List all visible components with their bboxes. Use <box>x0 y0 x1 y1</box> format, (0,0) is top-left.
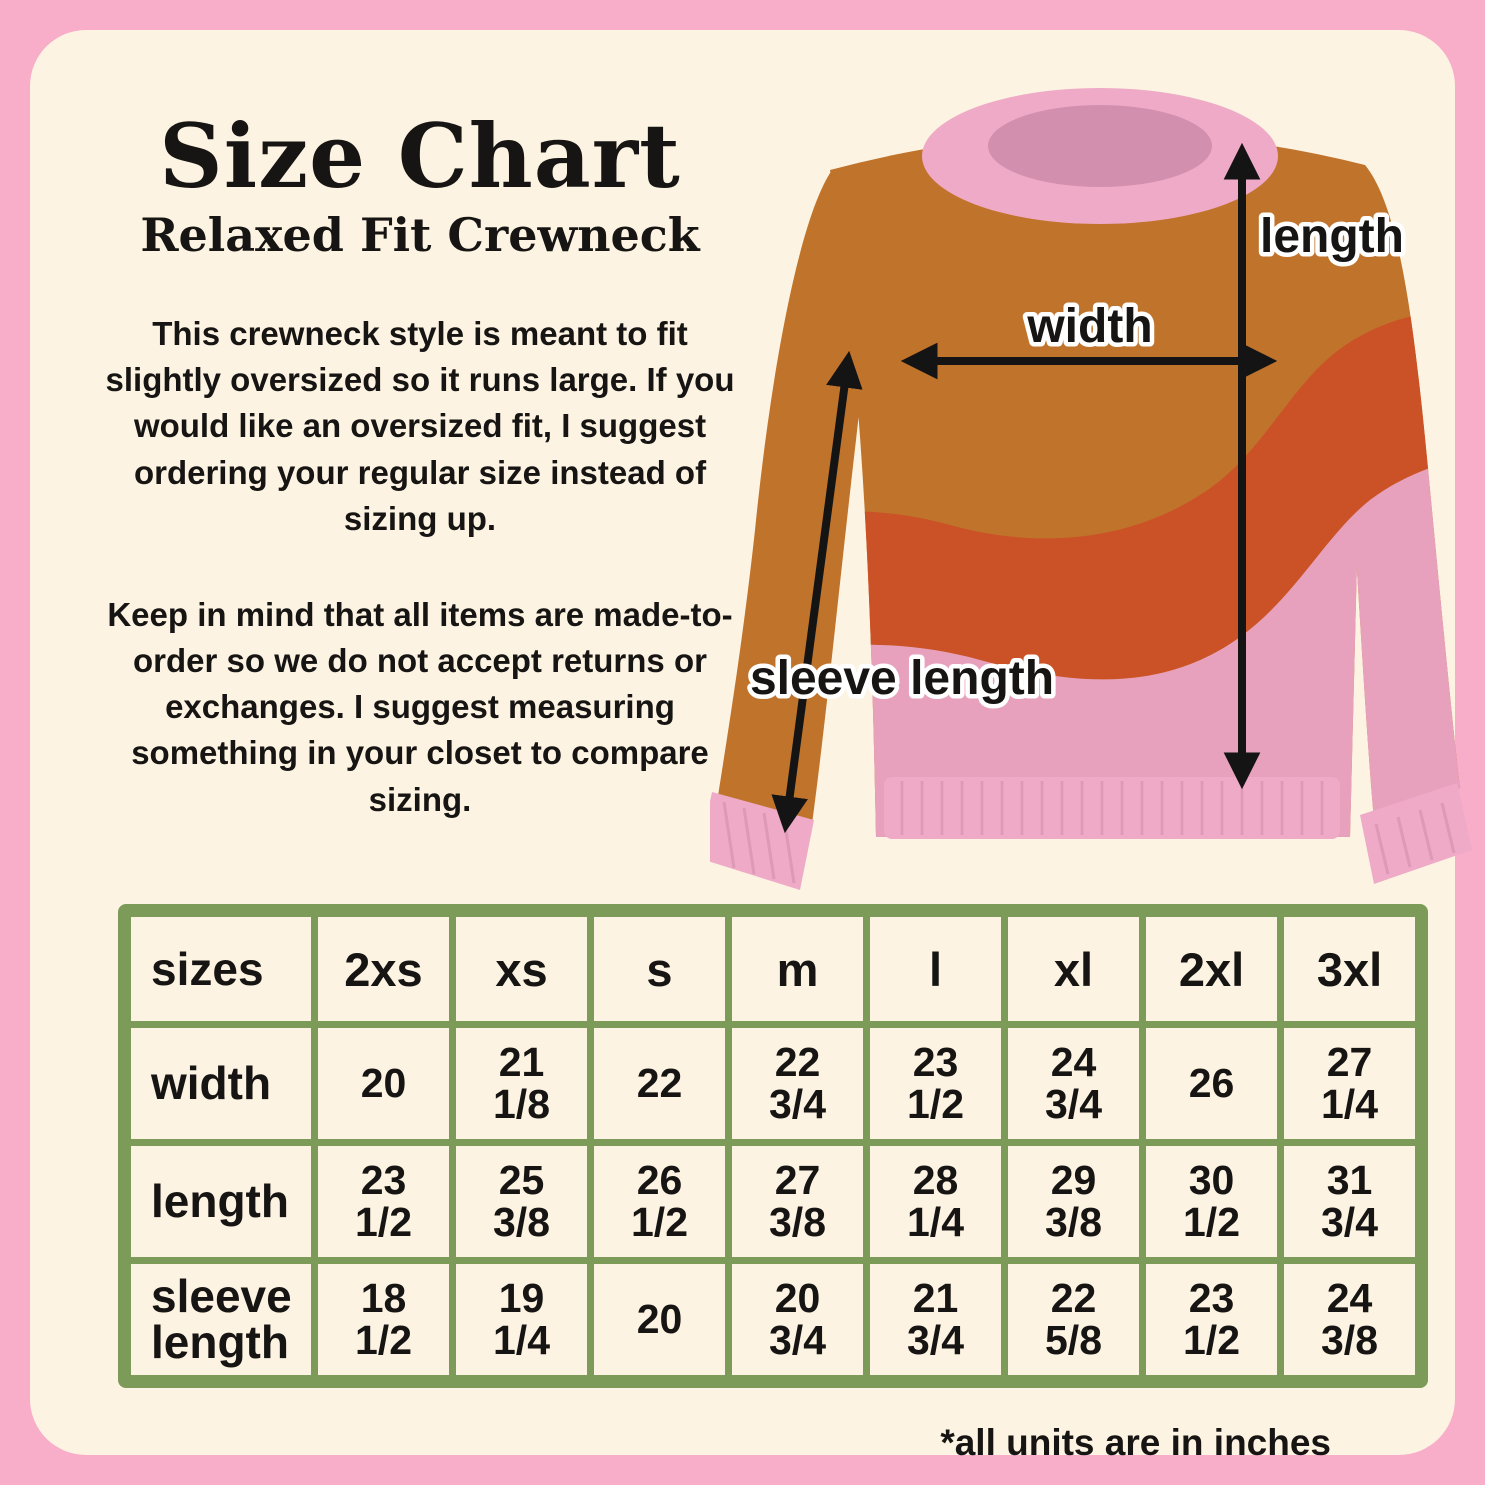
length-label: length <box>1260 210 1404 263</box>
page-subtitle: Relaxed Fit Crewneck <box>140 208 700 263</box>
sleeve-length-label: sleeve length <box>750 652 1054 705</box>
size-table-cell: 23 1/2 <box>870 1028 1001 1139</box>
size-table-cell: 24 3/4 <box>1008 1028 1139 1139</box>
collar <box>922 88 1278 224</box>
page-title: Size Chart <box>159 104 681 208</box>
right-cuff <box>1360 783 1472 884</box>
size-table-cell: 27 1/4 <box>1284 1028 1415 1139</box>
units-footnote: *all units are in inches <box>940 1422 1331 1463</box>
size-table-header: m <box>732 917 863 1021</box>
intro-section: Size Chart Relaxed Fit Crewneck This cre… <box>94 30 746 823</box>
sleeve-length-arrow <box>771 350 863 834</box>
size-table-grid: sizes 2xs xs s m l xl 2xl 3xl width 20 21 1/8 22 22 3/4… <box>131 917 1415 1375</box>
returns-policy-paragraph: Keep in mind that all items are made-to-… <box>107 595 733 818</box>
size-table-cell: 26 <box>1146 1028 1277 1139</box>
size-table-cell: 23 1/2 <box>1146 1264 1277 1375</box>
size-table-header: 3xl <box>1284 917 1415 1021</box>
size-table-cell: 22 5/8 <box>1008 1264 1139 1375</box>
size-table-cell: 27 3/8 <box>732 1146 863 1257</box>
size-table-header: l <box>870 917 1001 1021</box>
size-table-cell: 28 1/4 <box>870 1146 1001 1257</box>
size-table-cell: 18 1/2 <box>318 1264 449 1375</box>
size-table-cell: 30 1/2 <box>1146 1146 1277 1257</box>
hem-ribbing <box>884 777 1340 839</box>
size-table-cell: 26 1/2 <box>594 1146 725 1257</box>
size-table-cell: 20 <box>318 1028 449 1139</box>
size-table-row-label: width <box>131 1028 311 1139</box>
size-table-cell: 23 1/2 <box>318 1146 449 1257</box>
size-table: sizes 2xs xs s m l xl 2xl 3xl width 20 21 1/8 22 22 3/4… <box>118 904 1428 1388</box>
size-table-cell: 20 3/4 <box>732 1264 863 1375</box>
size-table-cell: 24 3/8 <box>1284 1264 1415 1375</box>
sweater-measurement-diagram: length width sleeve length <box>698 80 1480 895</box>
size-table-cell: 19 1/4 <box>456 1264 587 1375</box>
content-card: Size Chart Relaxed Fit Crewneck This cre… <box>30 30 1472 1463</box>
sweater-illustration: length width sleeve length <box>698 88 1472 890</box>
size-table-cell: 22 <box>594 1028 725 1139</box>
size-table-cell: 22 3/4 <box>732 1028 863 1139</box>
wave-stripe <box>830 308 1460 680</box>
size-table-cell: 21 3/4 <box>870 1264 1001 1375</box>
size-table-cell: 20 <box>594 1264 725 1375</box>
size-table-header: xl <box>1008 917 1139 1021</box>
size-table-header: xs <box>456 917 587 1021</box>
size-table-cell: 31 3/4 <box>1284 1146 1415 1257</box>
size-table-cell: 29 3/8 <box>1008 1146 1139 1257</box>
size-table-corner-header: sizes <box>131 917 311 1021</box>
size-table-header: 2xl <box>1146 917 1277 1021</box>
size-table-cell: 25 3/8 <box>456 1146 587 1257</box>
size-table-header: 2xs <box>318 917 449 1021</box>
fit-description-paragraph: This crewneck style is meant to fit slig… <box>105 314 735 537</box>
size-table-row-label: length <box>131 1146 311 1257</box>
size-table-header: s <box>594 917 725 1021</box>
size-table-row-label: sleeve length <box>131 1264 311 1375</box>
size-table-cell: 21 1/8 <box>456 1028 587 1139</box>
width-label: width <box>1026 300 1152 353</box>
